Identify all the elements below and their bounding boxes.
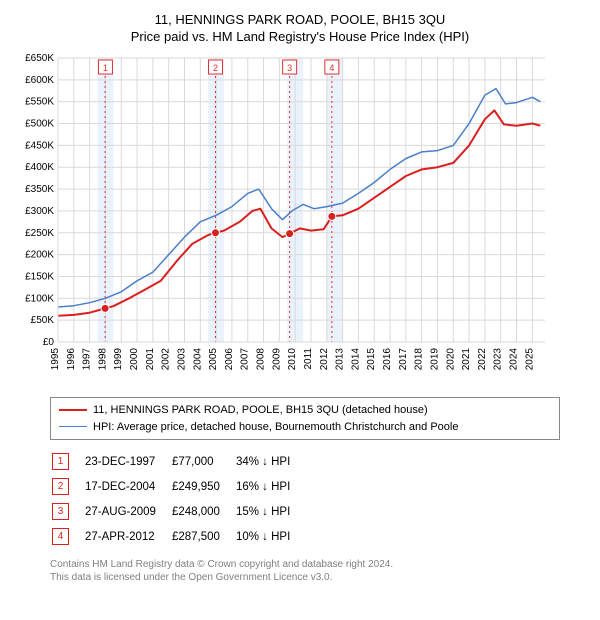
svg-text:£400K: £400K [25, 162, 54, 173]
sale-marker: 1 [52, 453, 69, 470]
sale-delta: 15% ↓ HPI [236, 500, 304, 523]
svg-text:2003: 2003 [176, 348, 187, 371]
svg-text:2014: 2014 [350, 348, 361, 371]
legend: 11, HENNINGS PARK ROAD, POOLE, BH15 3QU … [50, 397, 560, 440]
svg-text:1998: 1998 [97, 348, 108, 371]
title-address: 11, HENNINGS PARK ROAD, POOLE, BH15 3QU [10, 12, 590, 27]
sale-date: 27-AUG-2009 [85, 500, 170, 523]
svg-text:2013: 2013 [335, 348, 346, 371]
legend-label: HPI: Average price, detached house, Bour… [93, 419, 458, 436]
footer-line1: Contains HM Land Registry data © Crown c… [50, 558, 560, 571]
svg-text:2000: 2000 [129, 348, 140, 371]
svg-text:2022: 2022 [477, 348, 488, 371]
sale-date: 23-DEC-1997 [85, 450, 170, 473]
svg-text:£50K: £50K [31, 315, 55, 326]
title-block: 11, HENNINGS PARK ROAD, POOLE, BH15 3QU … [10, 12, 590, 44]
svg-text:2001: 2001 [145, 348, 156, 371]
footer: Contains HM Land Registry data © Crown c… [50, 558, 560, 584]
table-row: 4 27-APR-2012£287,50010% ↓ HPI [52, 525, 304, 548]
sale-price: £249,950 [172, 475, 234, 498]
svg-text:£350K: £350K [25, 184, 54, 195]
title-subtitle: Price paid vs. HM Land Registry's House … [10, 29, 590, 44]
svg-text:2016: 2016 [382, 348, 393, 371]
svg-text:£450K: £450K [25, 140, 54, 151]
price-chart: £0 £50K £100K £150K £200K £250K £300K £350K £400… [10, 52, 590, 387]
svg-text:£500K: £500K [25, 119, 54, 130]
svg-text:2007: 2007 [240, 348, 251, 371]
svg-text:2019: 2019 [429, 348, 440, 371]
svg-text:2010: 2010 [287, 348, 298, 371]
svg-text:£600K: £600K [25, 75, 54, 86]
legend-row: HPI: Average price, detached house, Bour… [59, 419, 551, 436]
svg-text:2009: 2009 [271, 348, 282, 371]
sale-marker: 3 [52, 503, 69, 520]
svg-text:2012: 2012 [319, 348, 330, 371]
svg-text:1: 1 [103, 63, 108, 73]
svg-text:£100K: £100K [25, 293, 54, 304]
legend-label: 11, HENNINGS PARK ROAD, POOLE, BH15 3QU … [93, 402, 428, 419]
svg-text:1996: 1996 [66, 348, 77, 371]
table-row: 1 23-DEC-1997£77,00034% ↓ HPI [52, 450, 304, 473]
svg-text:2005: 2005 [208, 348, 219, 371]
svg-text:2020: 2020 [445, 348, 456, 371]
sales-table: 1 23-DEC-1997£77,00034% ↓ HPI 2 17-DEC-2004… [50, 448, 306, 550]
svg-text:2004: 2004 [192, 348, 203, 371]
svg-text:£650K: £650K [25, 53, 54, 64]
svg-text:1995: 1995 [50, 348, 61, 371]
svg-text:£250K: £250K [25, 228, 54, 239]
svg-text:1997: 1997 [82, 348, 93, 371]
sale-delta: 10% ↓ HPI [236, 525, 304, 548]
svg-text:4: 4 [329, 63, 334, 73]
sale-marker: 2 [52, 478, 69, 495]
svg-text:2025: 2025 [524, 348, 535, 371]
svg-text:2023: 2023 [493, 348, 504, 371]
sale-date: 17-DEC-2004 [85, 475, 170, 498]
svg-text:2: 2 [213, 63, 218, 73]
table-row: 3 27-AUG-2009£248,00015% ↓ HPI [52, 500, 304, 523]
sale-marker: 4 [52, 528, 69, 545]
sale-date: 27-APR-2012 [85, 525, 170, 548]
svg-text:£300K: £300K [25, 206, 54, 217]
svg-text:3: 3 [287, 63, 292, 73]
legend-swatch [59, 426, 87, 427]
legend-swatch [59, 409, 87, 411]
svg-text:2008: 2008 [256, 348, 267, 371]
svg-text:2018: 2018 [414, 348, 425, 371]
svg-text:£150K: £150K [25, 271, 54, 282]
sale-price: £77,000 [172, 450, 234, 473]
svg-text:1999: 1999 [113, 348, 124, 371]
sale-price: £248,000 [172, 500, 234, 523]
legend-row: 11, HENNINGS PARK ROAD, POOLE, BH15 3QU … [59, 402, 551, 419]
svg-text:2011: 2011 [303, 348, 314, 370]
sale-delta: 34% ↓ HPI [236, 450, 304, 473]
svg-text:£550K: £550K [25, 97, 54, 108]
table-row: 2 17-DEC-2004£249,95016% ↓ HPI [52, 475, 304, 498]
svg-text:2002: 2002 [161, 348, 172, 371]
svg-text:£200K: £200K [25, 250, 54, 261]
svg-text:2015: 2015 [366, 348, 377, 371]
svg-text:2024: 2024 [509, 348, 520, 371]
sale-price: £287,500 [172, 525, 234, 548]
footer-line2: This data is licensed under the Open Gov… [50, 571, 560, 584]
svg-text:2006: 2006 [224, 348, 235, 371]
sale-delta: 16% ↓ HPI [236, 475, 304, 498]
svg-text:2017: 2017 [398, 348, 409, 371]
chart-svg: £0 £50K £100K £150K £200K £250K £300K £350K £400… [10, 52, 550, 382]
svg-text:2021: 2021 [461, 348, 472, 371]
svg-text:£0: £0 [43, 337, 55, 348]
